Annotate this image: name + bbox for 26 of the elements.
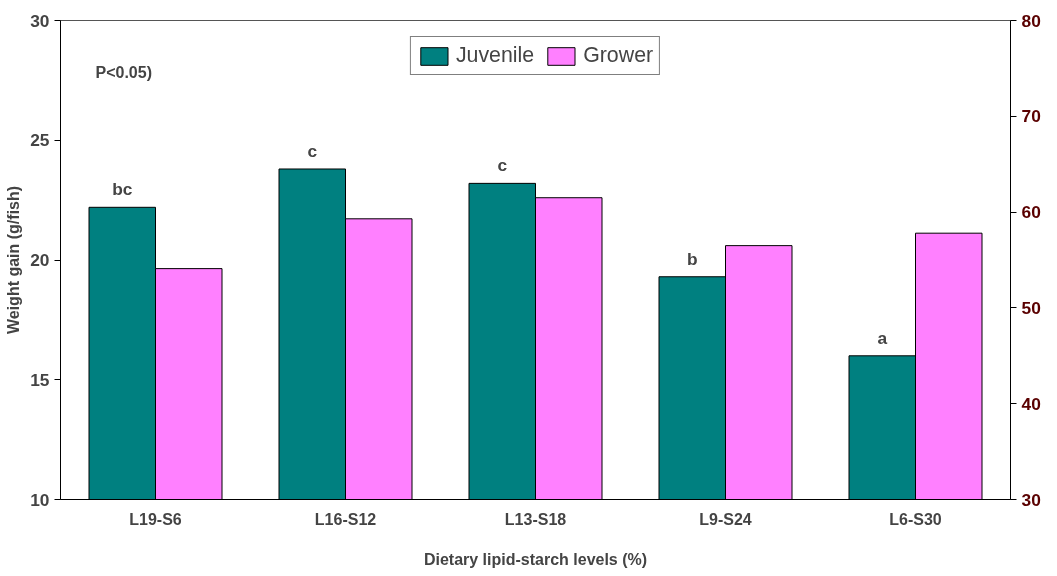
x-axis-title: Dietary lipid-starch levels (%) (423, 550, 648, 568)
y-tick-label: 25 (30, 130, 50, 151)
legend-label: Grower (583, 43, 654, 68)
x-tick-label: L13-S18 (504, 510, 567, 528)
annotation: a (877, 327, 888, 348)
y2-tick-label: 40 (1021, 393, 1041, 414)
annotation: c (497, 155, 508, 176)
annotation: bc (112, 179, 133, 200)
y2-tick-label: 50 (1021, 297, 1041, 318)
y-axis-title: Weight gain (g/fish) (5, 185, 23, 335)
y2-tick-label: 80 (1021, 10, 1041, 31)
y-tick-label: 20 (30, 250, 50, 270)
y-tick-label: 30 (30, 10, 50, 31)
annotation: P<0.05) (95, 63, 152, 81)
y2-tick-label: 70 (1021, 106, 1041, 127)
y-tick-label: 10 (30, 489, 50, 510)
y-tick-label: 15 (30, 369, 50, 390)
y2-tick-label: 30 (1021, 489, 1041, 510)
x-tick-label: L16-S12 (314, 510, 377, 528)
annotation: b (686, 248, 698, 269)
y2-tick-label: 60 (1021, 202, 1041, 223)
legend-label: Juvenile (455, 43, 535, 68)
x-tick-label: L9-S24 (699, 510, 752, 528)
x-tick-label: L19-S6 (129, 510, 182, 528)
annotation: c (307, 140, 318, 161)
x-tick-label: L6-S30 (889, 510, 942, 528)
